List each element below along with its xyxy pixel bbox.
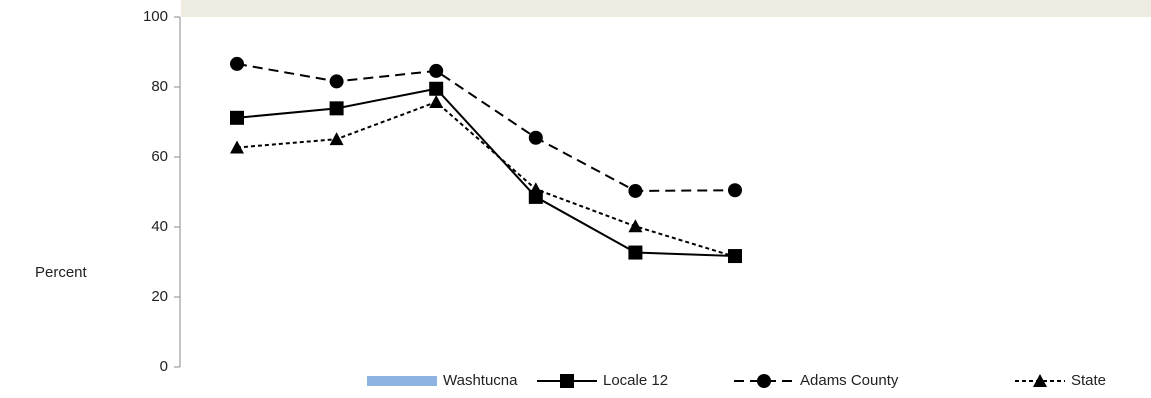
y-tick-label: 60 [151, 148, 168, 165]
y-tick-label: 0 [160, 358, 168, 375]
legend-marker [560, 374, 574, 388]
marker [230, 56, 244, 71]
legend-swatch [367, 376, 437, 386]
series-line [236, 87, 736, 258]
series-line [236, 100, 736, 258]
marker [728, 183, 742, 198]
marker [230, 110, 244, 125]
y-tick-label: 20 [151, 288, 168, 305]
y-axis-label: Percent [35, 264, 88, 281]
y-tick-label: 40 [151, 218, 168, 235]
marker [728, 249, 742, 263]
marker [528, 182, 543, 196]
marker [329, 132, 344, 146]
marker [528, 130, 543, 145]
marker [329, 74, 344, 89]
marker [628, 245, 643, 260]
marker [429, 81, 444, 96]
legend-label: Adams County [800, 372, 899, 389]
legend-label: Locale 12 [603, 372, 668, 389]
header-band [181, 0, 1151, 17]
legend-label: Washtucna [443, 372, 518, 389]
marker [628, 219, 643, 233]
marker [429, 95, 444, 109]
legend-label: State [1071, 372, 1106, 389]
y-tick-label: 80 [151, 78, 168, 95]
legend-marker [1033, 374, 1047, 387]
series-line [236, 62, 736, 192]
marker [230, 140, 244, 154]
marker [329, 101, 344, 116]
marker [429, 63, 444, 78]
legend-marker [757, 374, 771, 388]
marker [628, 183, 643, 198]
y-tick-label: 100 [143, 8, 168, 25]
